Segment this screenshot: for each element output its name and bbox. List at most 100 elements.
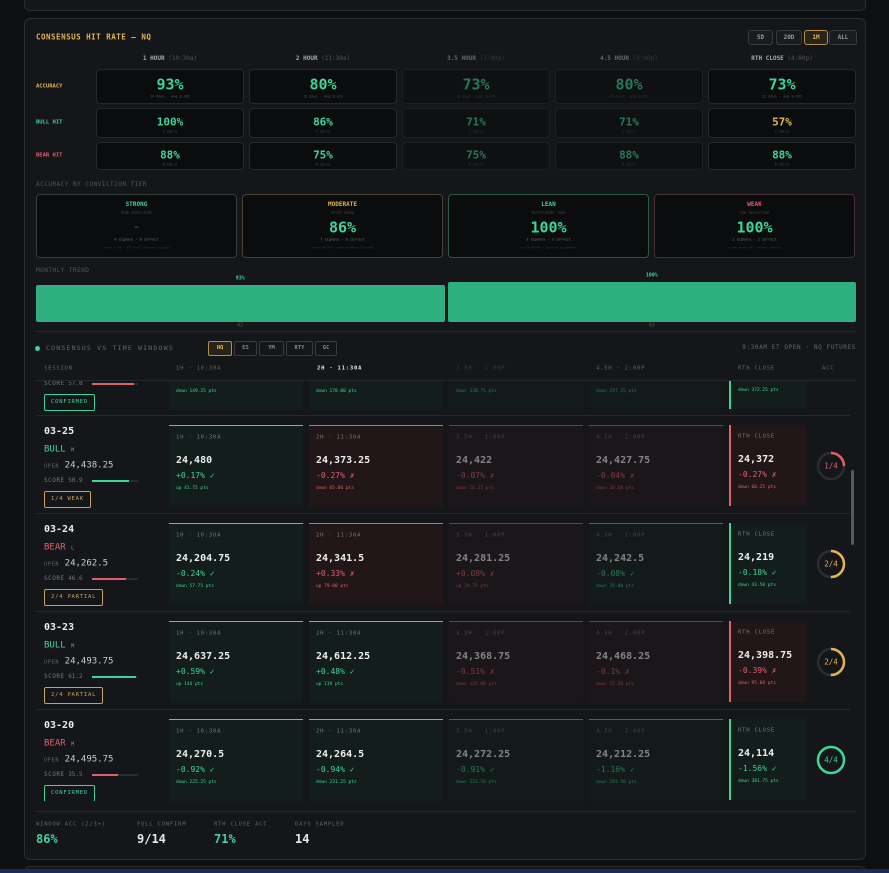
score-value: 35.5 (68, 771, 83, 778)
bias-grade: M (71, 643, 75, 650)
cell-points: down 10.50 pts (596, 485, 634, 491)
cell-change: -0.24% ✓ (176, 569, 215, 578)
cell-points: down 95.00 pts (738, 680, 776, 686)
open-value: 24,438.25 (64, 460, 114, 471)
rate-cell: 75% 8 calls (402, 142, 550, 170)
rate-value: 57% (772, 115, 792, 129)
table-header: SESSION (44, 365, 73, 372)
rate-cell: 57% 7 calls (708, 108, 856, 138)
cell-price: 24,637.25 (176, 651, 231, 662)
range-button[interactable]: ALL (829, 30, 857, 45)
cell-price: 24,242.5 (596, 553, 645, 564)
cell-change: -1.56% ✓ (738, 764, 777, 773)
rate-sub: 15 days · avg 0.41% (302, 94, 344, 99)
tier-card: LEAN directional lean 100% 3 signals · 3 co… (448, 194, 649, 258)
tier-name: MODERATE (328, 201, 357, 208)
rate-sub: 8 calls (162, 162, 178, 167)
column-header: 3.5 HOUR (1:00p) (402, 55, 550, 63)
section-title: MONTHLY TREND (36, 267, 90, 274)
session-badge: 2/4 PARTIAL (44, 687, 104, 704)
cell-change: -1.16% ✓ (596, 765, 635, 774)
rate-value: 75% (313, 148, 333, 162)
section-title: CONSENSUS HIT RATE — NQ (36, 32, 152, 42)
column-name: 4.5 HOUR (600, 55, 629, 62)
session-bias: BEAR M (44, 739, 75, 749)
rate-cell: 71% 7 calls (402, 108, 550, 138)
cell-label: 3.5H · 1:00P (456, 728, 506, 735)
stat-label: RTH CLOSE ACC (214, 821, 268, 828)
tier-sub: low conviction (739, 210, 770, 215)
score-bar (92, 480, 129, 482)
market-tab[interactable]: GC (315, 341, 337, 356)
rate-cell: 88% 8 calls (555, 142, 703, 170)
score-label: SCORE (44, 575, 65, 582)
rate-value: 73% (768, 75, 796, 94)
column-time: (1:00p) (479, 55, 505, 62)
rate-cell: 73% 15 days · avg 0.69% (708, 69, 856, 104)
session-badge: CONFIRMED (44, 394, 96, 411)
panel-top (24, 0, 866, 11)
cell-label: RTH CLOSE (738, 433, 776, 440)
cell-price: 24,422 (456, 455, 493, 466)
cell-points: down 283.50 pts (596, 779, 637, 785)
score-label: SCORE (44, 673, 65, 680)
rate-sub: 8 calls (774, 162, 790, 167)
market-tab[interactable]: RTY (286, 341, 313, 356)
tier-sub: directional lean (531, 210, 566, 215)
rate-cell: 100% 7 calls (96, 108, 244, 138)
score-label: SCORE (44, 771, 65, 778)
cell-points: down 66.25 pts (738, 484, 776, 490)
bias-grade: M (71, 447, 75, 454)
rate-cell: 71% 7 calls (555, 108, 703, 138)
session-open: OPEN 24,262.5 (44, 559, 108, 569)
column-header: 4.5 HOUR (2:00p) (555, 55, 703, 63)
session-bias: BULL M (44, 445, 75, 455)
cell-points: up 79.00 pts (316, 583, 349, 589)
score-label: SCORE (44, 381, 65, 387)
tier-name: STRONG (125, 201, 148, 208)
score-value: 50.9 (68, 477, 83, 484)
range-button[interactable]: 5D (748, 30, 773, 45)
cell-price: 24,281.25 (456, 553, 511, 564)
row-divider (36, 513, 850, 514)
row-label: ACCURACY (36, 82, 63, 89)
section-note: 9:30AM ET OPEN · NQ FUTURES (742, 344, 856, 351)
bias-grade: M (71, 741, 75, 748)
range-button[interactable]: 1M (804, 30, 828, 45)
market-tab[interactable]: YM (259, 341, 284, 356)
tier-value: 100% (530, 218, 567, 237)
cell-price: 24,219 (738, 552, 775, 563)
window-cell: RTH CLOSE 24,372 -0.27% ✗ down 66.25 pts (729, 425, 807, 506)
session-open: OPEN 24,495.75 (44, 755, 113, 765)
tier-note: score 40–50 · partial alignment (520, 245, 577, 250)
cell-change: -0.04% ✗ (596, 471, 635, 480)
column-time: (11:30a) (321, 55, 351, 62)
range-button[interactable]: 20D (776, 30, 802, 45)
cell-points: up 119 pts (316, 681, 344, 687)
cell-points: down 20.00 pts (596, 583, 634, 589)
score-bar (92, 774, 118, 776)
table-header: 1H · 10:30A (176, 365, 222, 372)
score-label: SCORE (44, 477, 65, 484)
session-date: 03-20 (44, 720, 75, 731)
cell-points: down 43.50 pts (738, 582, 776, 588)
cell-points: down 297.25 pts (596, 388, 637, 394)
column-header: RTH CLOSE (4:00p) (708, 55, 856, 63)
cell-points: down 372.25 pts (738, 387, 779, 393)
cell-points: down 149.25 pts (176, 388, 217, 394)
row-divider (36, 611, 850, 612)
table-body: SCORE 57.8 CONFIRMED down 149.25 pts down 1… (24, 381, 850, 801)
window-cell: 2H · 11:30A 24,612.25 +0.48% ✓ up 119 pts (309, 621, 443, 703)
divider (36, 380, 856, 381)
score-bar (92, 383, 134, 385)
cell-change: -0.39% ✗ (738, 666, 777, 675)
market-tab[interactable]: NQ (208, 341, 232, 356)
score-value: 46.6 (68, 575, 83, 582)
tier-note: score under 40 · mixed windows (727, 245, 782, 250)
market-tab[interactable]: ES (234, 341, 257, 356)
session-score: SCORE 35.5 (44, 772, 83, 778)
cell-change: -0.07% ✗ (456, 471, 495, 480)
tier-sub: solid setup (330, 210, 355, 215)
open-label: OPEN (44, 757, 60, 764)
tier-sub: high conviction (120, 210, 153, 215)
